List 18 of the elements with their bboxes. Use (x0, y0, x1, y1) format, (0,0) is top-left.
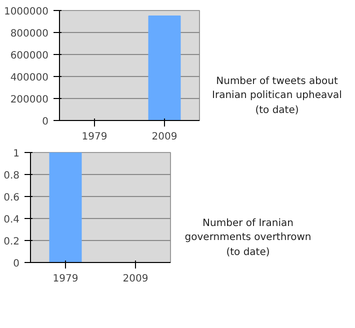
y-tick-label: 0.2 (4, 236, 20, 248)
text: Number of tweets about Iranian politican upheaval (to date) (212, 75, 342, 118)
x-tick-label: 1979 (82, 132, 108, 142)
y-tick-label: 0 (42, 116, 49, 128)
y-tick-label: 0.6 (4, 192, 20, 204)
y-tick-label: 1000000 (4, 6, 49, 18)
y-tick-label: 0.8 (4, 170, 20, 182)
y-tick-label: 1 (13, 148, 20, 160)
text: Number of Iranian governments overthrown (to date) (184, 217, 312, 260)
y-tick-label: 200000 (10, 94, 49, 106)
x-tick-label: 2009 (122, 274, 148, 284)
y-tick-label: 0.4 (4, 214, 20, 226)
y-tick-label: 0 (13, 258, 20, 270)
x-tick-label: 1979 (52, 274, 78, 284)
y-tick-label: 600000 (10, 50, 49, 62)
y-tick-label: 400000 (10, 72, 49, 84)
y-tick-label: 800000 (10, 28, 49, 40)
x-tick-label: 2009 (152, 132, 178, 142)
